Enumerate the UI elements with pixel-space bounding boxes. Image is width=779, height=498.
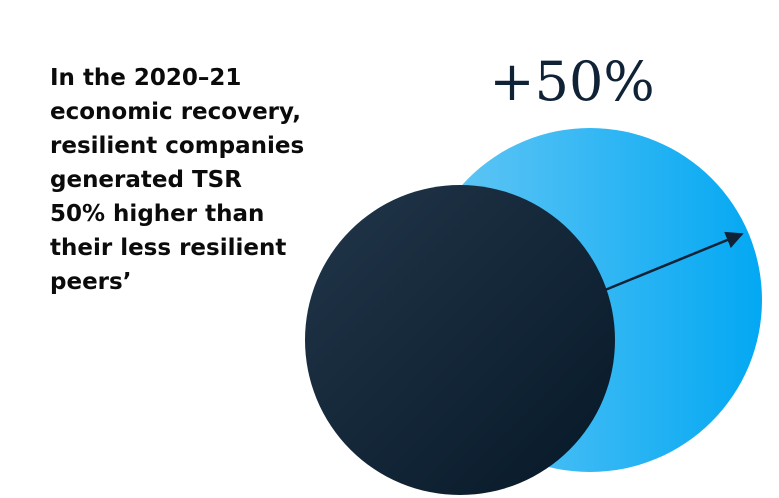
description-line: peers’ bbox=[50, 269, 131, 295]
growth-label: +50% bbox=[489, 50, 654, 113]
description-line: 50% higher than bbox=[50, 201, 264, 227]
description-line: economic recovery, bbox=[50, 99, 301, 125]
description-line: their less resilient bbox=[50, 235, 286, 261]
description-line: generated TSR bbox=[50, 167, 242, 193]
description-line: resilient companies bbox=[50, 133, 304, 159]
arrow bbox=[604, 231, 744, 292]
description-line: In the 2020–21 bbox=[50, 65, 241, 91]
small-circle bbox=[305, 185, 615, 495]
description: In the 2020–21 economic recovery, resilien… bbox=[50, 65, 304, 295]
